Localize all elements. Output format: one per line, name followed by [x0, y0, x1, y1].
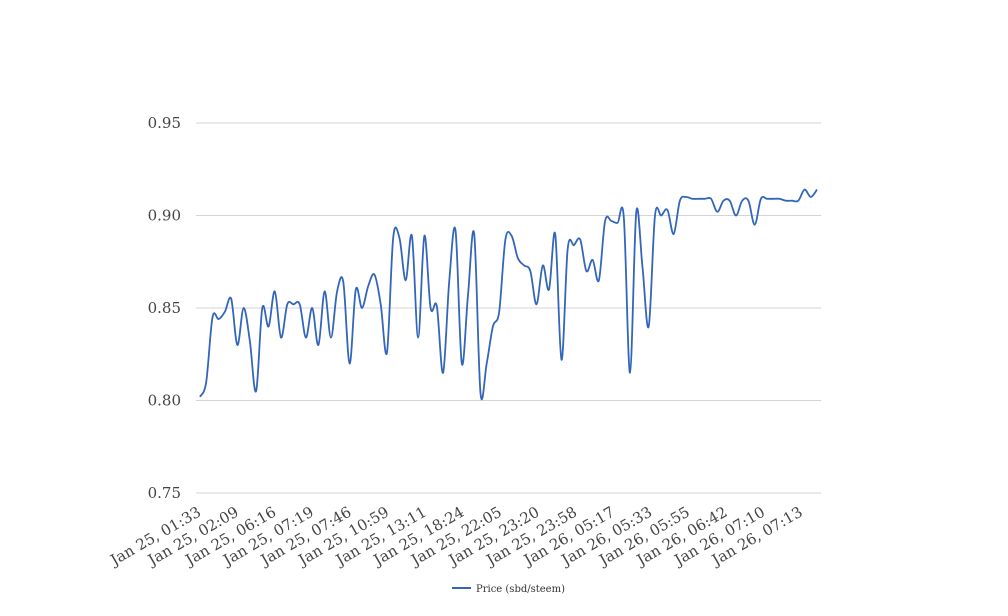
y-tick-label: 0.90	[148, 207, 181, 225]
y-tick-label: 0.85	[148, 299, 181, 317]
legend: Price (sbd/steem)	[452, 584, 565, 595]
grid-lines	[196, 122, 821, 494]
y-tick-label: 0.95	[148, 114, 181, 132]
series-group	[199, 188, 818, 401]
y-tick-label: 0.80	[148, 392, 181, 410]
legend-label: Price (sbd/steem)	[476, 584, 565, 595]
y-axis: 0.75 0.80 0.85 0.90 0.95	[148, 114, 181, 502]
series-line	[199, 188, 818, 401]
y-tick-label: 0.75	[148, 484, 181, 502]
